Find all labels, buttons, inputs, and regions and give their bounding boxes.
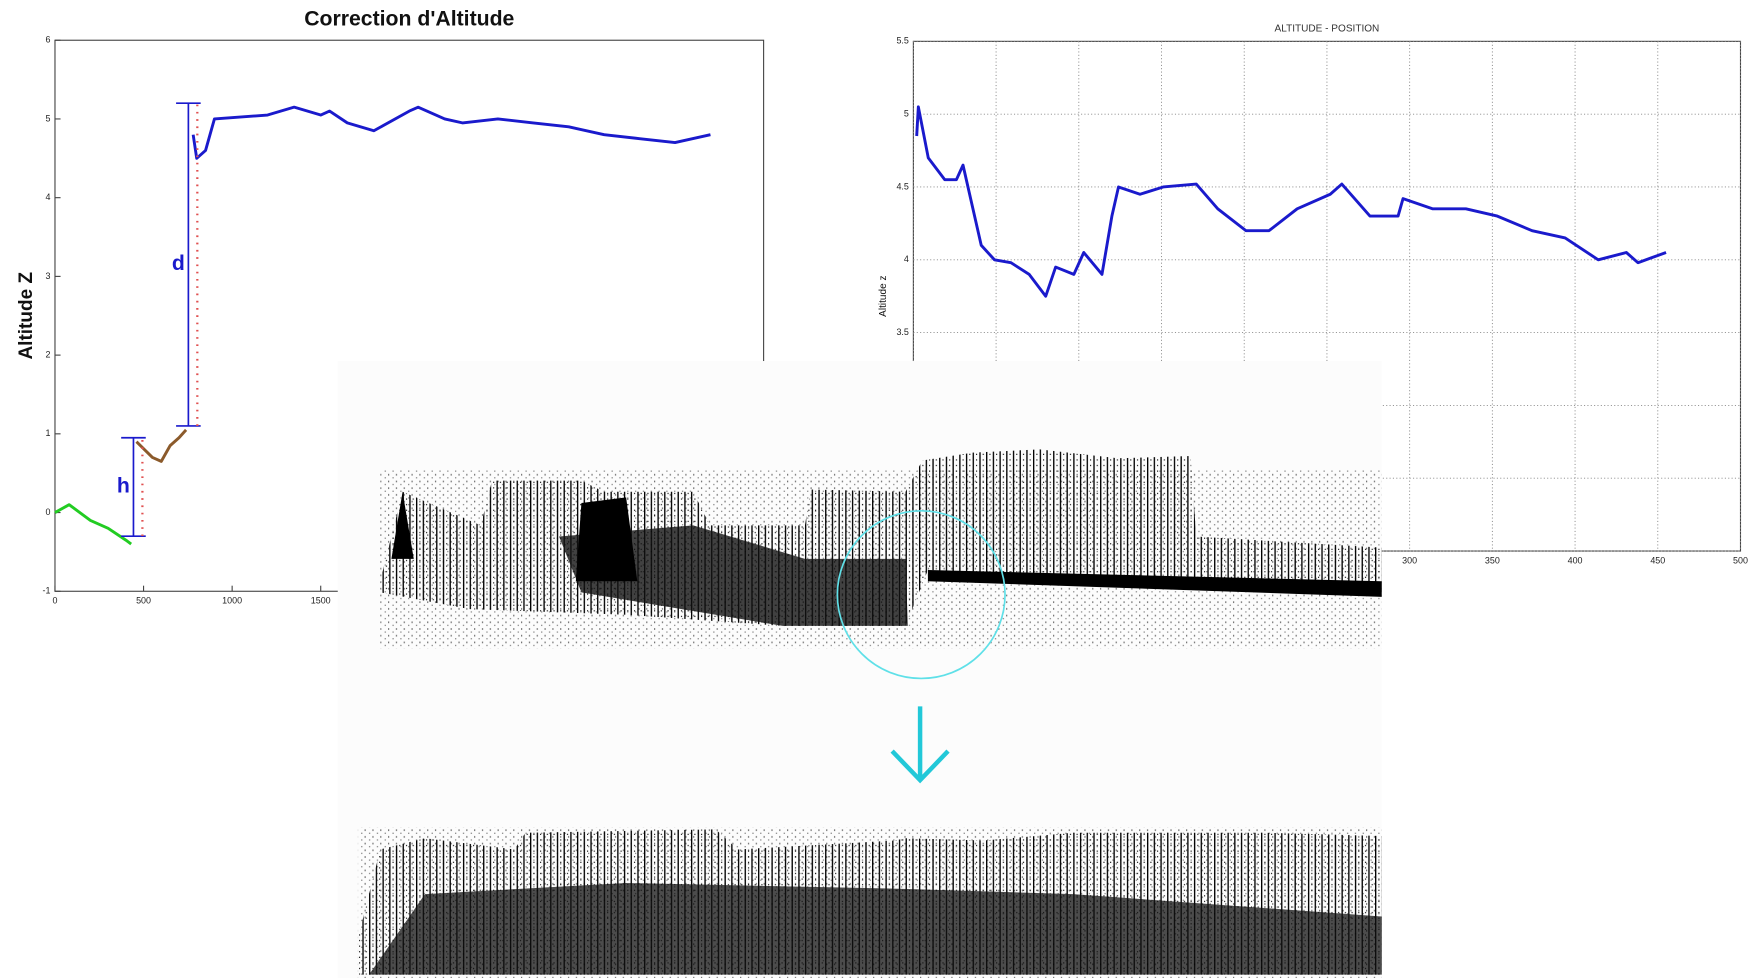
x-tick-label: 1500 (311, 596, 331, 606)
annotation-label: h (117, 475, 130, 498)
chart-title: Correction d'Altitude (304, 8, 514, 31)
x-tick-label: 450 (1650, 555, 1665, 565)
y-tick-label: 4 (46, 192, 51, 202)
y-tick-label: 1 (46, 428, 51, 438)
y-tick-label: 3 (46, 271, 51, 281)
annotation-label: d (172, 252, 185, 275)
chart-title: ALTITUDE - POSITION (1275, 24, 1380, 35)
data-line (54, 503, 133, 546)
point-cloud-before (380, 449, 1382, 649)
y-tick-label: -1 (43, 586, 51, 596)
data-line (135, 428, 188, 463)
x-tick-label: 400 (1568, 555, 1583, 565)
y-tick-label: 5.5 (896, 36, 908, 46)
arrow (890, 706, 950, 784)
y-tick-label: 5 (904, 109, 909, 119)
x-tick-label: 500 (136, 596, 151, 606)
x-tick-label: 300 (1402, 555, 1417, 565)
x-tick-label: 0 (52, 596, 57, 606)
x-tick-label: 350 (1485, 555, 1500, 565)
data-line (915, 105, 1667, 298)
y-tick-label: 0 (46, 507, 51, 517)
y-tick-label: 2 (46, 349, 51, 359)
point-cloud-panel (337, 361, 1382, 978)
y-tick-label: 4.5 (896, 181, 908, 191)
highlight-circle (836, 509, 1006, 680)
y-tick-label: 4 (904, 254, 909, 264)
data-line (191, 105, 711, 160)
x-tick-label: 1000 (222, 596, 242, 606)
y-tick-label: 6 (46, 35, 51, 45)
y-tick-label: 5 (46, 113, 51, 123)
y-axis-label: Altitude Z (16, 272, 37, 360)
point-cloud-after (357, 827, 1382, 978)
x-tick-label: 500 (1733, 555, 1748, 565)
y-axis-label: Altitude z (878, 276, 889, 317)
y-tick-label: 3.5 (896, 327, 908, 337)
